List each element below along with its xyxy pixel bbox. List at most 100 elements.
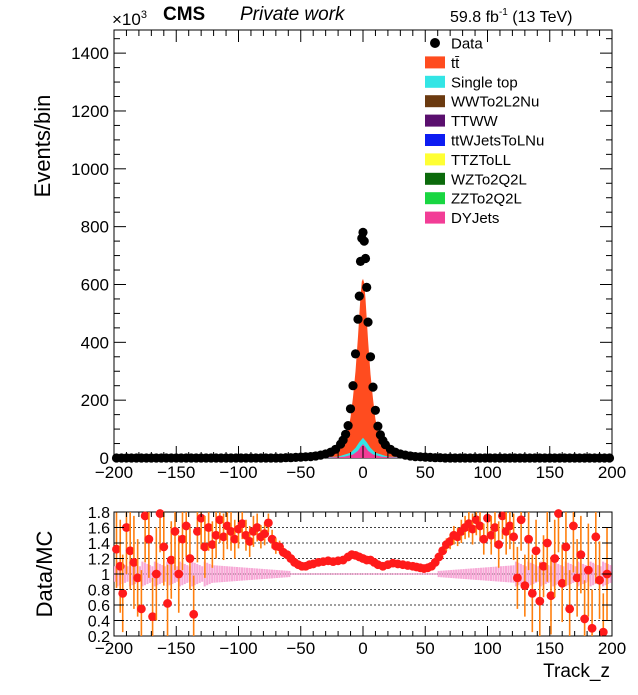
ratio-x-ticks: −200 −150 −100 −50 0 50 100 150 200 — [95, 512, 626, 658]
ratio-point — [468, 524, 477, 534]
ratio-y-tick-label: 1 — [101, 567, 110, 584]
ratio-band-bin — [211, 565, 214, 583]
data-point — [358, 227, 368, 237]
legend-label: WWTo2L2Nu — [451, 94, 539, 111]
ratio-band-bin — [260, 568, 263, 580]
mc-ttbar-area — [288, 278, 438, 458]
ratio-band-bin — [567, 562, 570, 586]
ratio-band-bin — [213, 565, 216, 583]
ratio-point — [505, 521, 515, 531]
ratio-point — [112, 544, 121, 554]
ratio-band-bin — [440, 570, 443, 578]
ratio-band-bin — [273, 569, 276, 579]
data-point — [365, 352, 376, 362]
data-point — [353, 314, 363, 324]
ratio-band-bin — [489, 566, 493, 582]
legend-swatch — [425, 75, 445, 88]
ratio-band-bin — [268, 569, 271, 579]
ratio-band-bin — [584, 565, 587, 583]
ratio-point — [516, 515, 526, 525]
ratio-x-tick-label: −150 — [157, 639, 195, 658]
ratio-band-bin — [196, 563, 199, 585]
ratio-band-bin — [557, 563, 560, 585]
ratio-point — [151, 569, 161, 579]
ratio-point — [174, 569, 184, 579]
ratio-band-bin — [343, 573, 346, 575]
ratio-band-bin — [298, 573, 301, 575]
ratio-band-bin — [308, 573, 311, 575]
ratio-band-bin — [544, 563, 547, 585]
y-tick-label: 1200 — [71, 102, 109, 121]
ratio-band-bin — [255, 568, 259, 580]
ratio-point — [561, 542, 571, 552]
ratio-y-tick-label: 1.4 — [88, 536, 110, 553]
data-point — [370, 405, 380, 415]
legend-label: WZTo2Q2L — [451, 171, 527, 188]
ratio-point — [557, 578, 567, 588]
ratio-band-bin — [305, 573, 308, 575]
y-tick-label: 800 — [81, 218, 109, 237]
ratio-point — [219, 532, 228, 542]
ratio-band-bin — [370, 573, 373, 575]
ratio-point — [133, 573, 143, 583]
ratio-x-tick-label: 50 — [416, 639, 435, 658]
ratio-point — [196, 513, 206, 523]
ratio-point — [166, 555, 176, 565]
ratio-band-bin — [385, 573, 388, 575]
data-point — [373, 421, 383, 431]
ratio-band-bin — [295, 573, 298, 575]
main-panel: −200 −150 −100 −50 0 50 100 150 200 0 200 400 600 80… — [71, 29, 626, 482]
ratio-band-bin — [168, 562, 171, 586]
ratio-band-bin — [293, 573, 296, 575]
ratio-band-bin — [191, 561, 194, 587]
ratio-y-tick-label: 1.8 — [88, 505, 110, 522]
ratio-x-tick-label: −100 — [219, 639, 257, 658]
ratio-band-bin — [450, 569, 453, 579]
ratio-point — [129, 557, 139, 567]
ratio-point — [520, 581, 530, 591]
ratio-band-bin — [338, 573, 341, 575]
ratio-band-bin — [529, 562, 532, 586]
ratio-band-bin — [420, 573, 423, 575]
ratio-band-bin — [509, 565, 512, 583]
ratio-point — [260, 529, 270, 539]
ratio-band-bin — [231, 566, 234, 582]
legend-entry: ttWJetsToLNu — [425, 133, 544, 150]
legend-entry: ZZTo2Q2L — [425, 191, 522, 208]
ratio-point — [178, 534, 187, 544]
ratio-point — [546, 591, 556, 601]
ratio-point — [163, 599, 172, 608]
legend-label: TTZToLL — [451, 152, 511, 169]
ratio-band-bin — [482, 567, 485, 581]
legend-swatch — [425, 192, 445, 205]
ratio-band-bin — [457, 569, 460, 579]
legend-entry: Single top — [425, 74, 518, 91]
ratio-band-bin — [442, 570, 445, 578]
ratio-band-bin — [333, 573, 336, 575]
ratio-band-bin — [355, 573, 358, 575]
ratio-band-bin — [470, 568, 473, 580]
ratio-band-bin — [465, 568, 468, 580]
ratio-point — [595, 575, 604, 585]
ratio-band-bin — [460, 569, 463, 579]
ratio-point — [550, 554, 560, 563]
ratio-band-bin — [572, 565, 575, 583]
ratio-band-bin — [455, 569, 458, 579]
ratio-band-bin — [477, 567, 480, 581]
legend-entry: WZTo2Q2L — [425, 171, 527, 188]
ratio-band-bin — [494, 566, 498, 582]
ratio-point — [263, 518, 273, 528]
ratio-band-bin — [422, 573, 425, 575]
ratio-band-bin — [547, 565, 550, 583]
ratio-point — [524, 534, 533, 544]
ratio-point — [576, 550, 586, 560]
ratio-y-tick-label: 0.2 — [88, 629, 110, 646]
main-y-ticks: 0 200 400 600 800 1000 1200 1400 — [71, 38, 612, 468]
ratio-band-bin — [340, 573, 343, 575]
ratio-point — [200, 542, 210, 552]
ratio-point — [245, 537, 255, 546]
ratio-band-bin — [325, 573, 328, 575]
x-tick-label: −100 — [219, 463, 257, 482]
ratio-band-bin — [318, 573, 321, 575]
ratio-band-bin — [258, 568, 261, 580]
